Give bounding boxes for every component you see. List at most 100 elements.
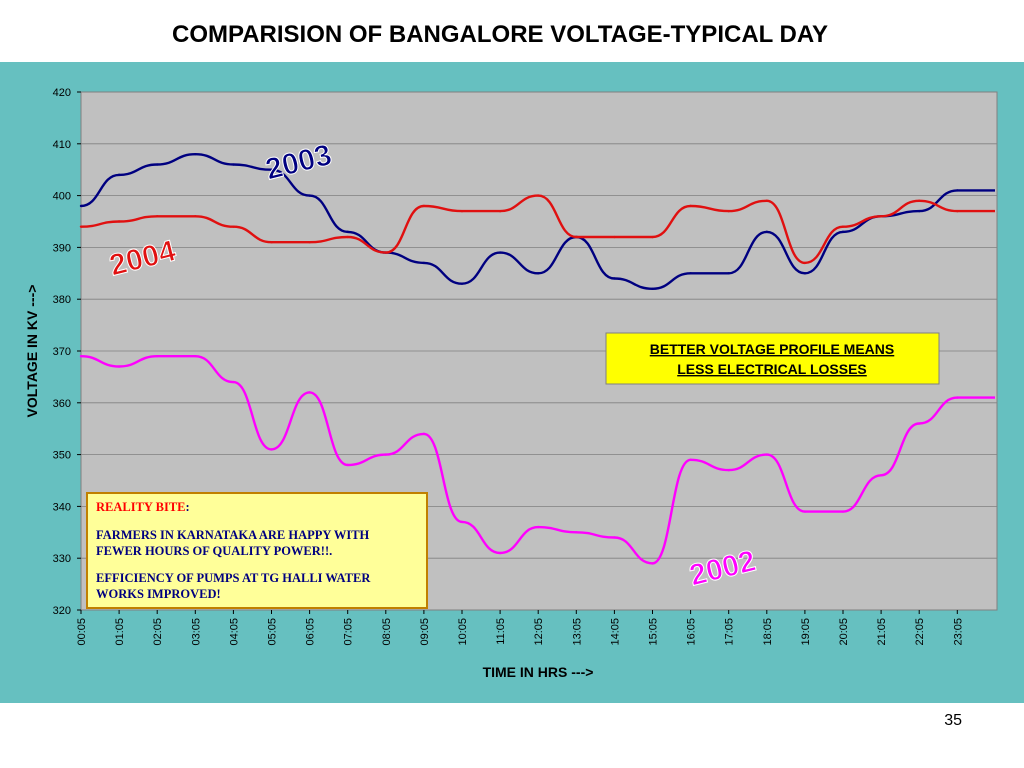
- y-tick-label: 360: [53, 398, 71, 410]
- data-point-2004: [422, 204, 426, 208]
- x-tick-label: 12:05: [533, 618, 545, 646]
- data-point-2003: [308, 194, 311, 197]
- data-point-2004: [803, 261, 807, 265]
- x-tick-label: 17:05: [724, 618, 736, 646]
- data-point-2002: [613, 536, 616, 539]
- data-point-2004: [79, 225, 83, 228]
- x-tick-label: 14:05: [609, 618, 621, 646]
- data-point-2004: [918, 199, 921, 202]
- data-point-2003: [79, 204, 83, 208]
- x-tick-label: 02:05: [152, 618, 164, 646]
- x-tick-label: 13:05: [571, 618, 583, 646]
- x-tick-label: 23:05: [952, 618, 964, 646]
- data-point-2003: [194, 152, 197, 156]
- data-point-2002: [727, 468, 730, 472]
- data-point-2004: [117, 220, 121, 223]
- data-point-2002: [156, 354, 159, 358]
- x-tick-label: 18:05: [762, 618, 774, 646]
- data-point-2004: [498, 209, 502, 213]
- note-heading-colon: :: [186, 500, 190, 514]
- data-point-2003: [422, 261, 426, 265]
- data-point-2003: [803, 272, 807, 275]
- voltage-profile-callout: BETTER VOLTAGE PROFILE MEANS LESS ELECTR…: [605, 332, 940, 385]
- data-point-2002: [537, 525, 540, 529]
- data-point-2004: [384, 251, 387, 254]
- x-tick-label: 05:05: [267, 618, 279, 646]
- data-point-2003: [841, 230, 845, 234]
- data-point-2003: [727, 272, 730, 275]
- y-tick-label: 380: [53, 294, 71, 306]
- x-axis-label: TIME IN HRS --->: [483, 664, 594, 680]
- data-point-2004: [575, 235, 578, 239]
- data-point-2004: [956, 209, 959, 213]
- x-tick-label: 11:05: [495, 618, 507, 645]
- data-point-2002: [651, 562, 654, 565]
- data-point-2003: [156, 163, 159, 166]
- x-tick-label: 07:05: [343, 618, 355, 646]
- data-point-2003: [460, 282, 464, 285]
- x-tick-label: 21:05: [876, 618, 888, 646]
- data-point-2002: [841, 510, 845, 513]
- data-point-2003: [346, 230, 349, 234]
- data-point-2002: [117, 365, 121, 368]
- page-number: 35: [944, 712, 962, 729]
- data-point-2003: [270, 168, 273, 171]
- data-point-2004: [689, 204, 692, 208]
- x-tick-label: 10:05: [457, 618, 469, 646]
- data-point-2002: [270, 448, 273, 451]
- note-line-2: FEWER HOURS OF QUALITY POWER!!.: [96, 544, 332, 558]
- y-tick-label: 390: [53, 242, 71, 254]
- data-point-2004: [232, 225, 235, 228]
- y-tick-label: 370: [53, 346, 71, 358]
- x-tick-label: 01:05: [114, 618, 126, 646]
- x-tick-label: 15:05: [648, 618, 660, 646]
- data-point-2003: [232, 163, 235, 166]
- data-point-2004: [537, 194, 540, 197]
- x-tick-label: 16:05: [686, 618, 698, 646]
- data-point-2004: [194, 215, 197, 218]
- callout-line-2: LESS ELECTRICAL LOSSES: [677, 361, 867, 377]
- y-tick-label: 340: [53, 501, 71, 513]
- data-point-2003: [613, 277, 616, 280]
- data-point-2004: [460, 209, 464, 213]
- data-point-2003: [498, 251, 502, 254]
- x-tick-label: 00:05: [76, 618, 88, 646]
- data-point-2002: [384, 453, 387, 456]
- data-point-2004: [156, 215, 159, 218]
- reality-bite-note: REALITY BITE: FARMERS IN KARNATAKA ARE H…: [86, 492, 428, 609]
- note-heading: REALITY BITE: [96, 500, 186, 514]
- data-point-2003: [956, 189, 959, 192]
- callout-line-1: BETTER VOLTAGE PROFILE MEANS: [650, 341, 895, 357]
- data-point-2002: [194, 354, 197, 358]
- data-point-2004: [841, 225, 845, 228]
- series-line-2004: [80, 194, 995, 265]
- data-point-2003: [117, 173, 121, 177]
- y-tick-label: 410: [53, 139, 71, 151]
- data-point-2002: [689, 458, 692, 461]
- data-point-2002: [308, 391, 311, 394]
- data-point-2004: [727, 209, 730, 213]
- y-tick-label: 330: [53, 553, 71, 565]
- data-point-2004: [879, 215, 883, 218]
- y-tick-label: 350: [53, 450, 71, 462]
- slide-title: COMPARISION OF BANGALORE VOLTAGE-TYPICAL…: [172, 21, 828, 48]
- data-point-2003: [765, 230, 768, 234]
- series-lines: [79, 152, 995, 565]
- data-point-2003: [537, 272, 540, 275]
- data-point-2002: [918, 422, 921, 425]
- x-tick-label: 22:05: [914, 618, 926, 646]
- data-point-2002: [956, 396, 959, 399]
- y-axis-label: VOLTAGE IN KV --->: [24, 285, 40, 418]
- data-point-2004: [270, 241, 273, 244]
- y-axis-ticks: 320 330 340 350 360 370 380 390 400 410 420: [53, 87, 81, 617]
- note-line-1: FARMERS IN KARNATAKA ARE HAPPY WITH: [96, 528, 370, 542]
- data-point-2004: [651, 235, 654, 239]
- note-box: [86, 492, 428, 609]
- data-point-2002: [498, 551, 502, 555]
- callout-box: [605, 332, 940, 385]
- x-tick-label: 20:05: [838, 618, 850, 646]
- x-tick-label: 04:05: [228, 618, 240, 646]
- y-tick-label: 400: [53, 191, 71, 203]
- data-point-2002: [79, 354, 83, 358]
